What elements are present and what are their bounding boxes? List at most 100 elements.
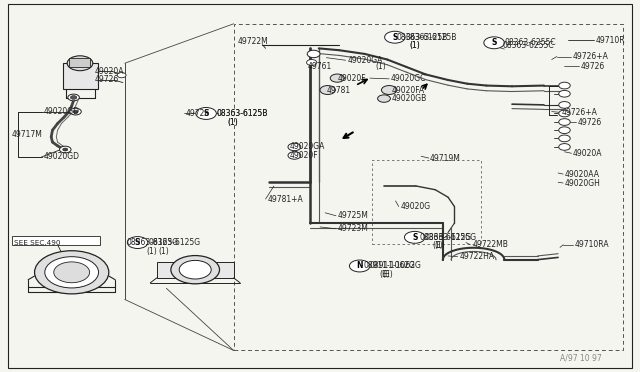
Bar — [12, 236, 100, 245]
Text: (1): (1) — [410, 41, 420, 50]
Text: SEE SEC.490: SEE SEC.490 — [14, 240, 61, 246]
Text: (1): (1) — [376, 62, 387, 71]
Text: 49020GA: 49020GA — [348, 56, 383, 65]
Circle shape — [73, 110, 78, 113]
Circle shape — [196, 108, 216, 119]
Text: 08363-6125G: 08363-6125G — [127, 238, 179, 247]
Circle shape — [385, 31, 405, 43]
Text: (1): (1) — [227, 118, 238, 126]
Circle shape — [171, 256, 220, 284]
Text: 49020GB: 49020GB — [392, 94, 427, 103]
Text: (1): (1) — [432, 241, 443, 250]
Circle shape — [559, 144, 570, 150]
Text: 49020AA: 49020AA — [564, 170, 600, 179]
Circle shape — [307, 60, 317, 65]
Circle shape — [70, 108, 81, 115]
Text: 49719M: 49719M — [430, 154, 461, 163]
Text: 49020GD: 49020GD — [44, 153, 79, 161]
Text: 08363-6125B: 08363-6125B — [216, 109, 268, 118]
Circle shape — [559, 82, 570, 89]
Text: 49726: 49726 — [577, 118, 602, 126]
Text: (1): (1) — [146, 247, 157, 256]
Text: 49020G: 49020G — [401, 202, 431, 211]
Text: 08363-6125B: 08363-6125B — [406, 33, 457, 42]
Circle shape — [378, 95, 390, 102]
Text: 49717M: 49717M — [12, 130, 42, 139]
Circle shape — [35, 251, 109, 294]
Text: 49020GC: 49020GC — [390, 74, 426, 83]
Text: 49710R: 49710R — [595, 36, 625, 45]
Text: S: S — [204, 109, 209, 118]
Text: (1): (1) — [434, 241, 445, 250]
Text: 49722HA: 49722HA — [460, 252, 495, 261]
Circle shape — [559, 110, 570, 117]
Text: S: S — [135, 238, 140, 247]
Circle shape — [60, 146, 71, 153]
Text: S: S — [492, 38, 497, 47]
Text: 49726: 49726 — [95, 76, 119, 84]
Text: 49722MB: 49722MB — [472, 240, 508, 249]
Circle shape — [179, 260, 211, 279]
Text: 08911-1062G: 08911-1062G — [364, 262, 415, 270]
Circle shape — [559, 127, 570, 134]
Text: 49710RA: 49710RA — [575, 240, 609, 249]
Circle shape — [45, 257, 99, 288]
Text: 49726: 49726 — [581, 62, 605, 71]
Text: 49726+A: 49726+A — [573, 52, 609, 61]
Text: 49020F: 49020F — [338, 74, 367, 83]
Text: 49020F: 49020F — [289, 151, 318, 160]
Text: 49020FA: 49020FA — [392, 86, 425, 94]
Circle shape — [288, 143, 301, 151]
Text: 49781: 49781 — [326, 86, 351, 94]
Text: 49725M: 49725M — [338, 211, 369, 220]
Circle shape — [320, 86, 335, 94]
Bar — [157, 262, 234, 278]
Text: (1): (1) — [159, 247, 170, 256]
Circle shape — [349, 260, 370, 272]
Circle shape — [559, 90, 570, 97]
Text: 08363-6125B: 08363-6125B — [397, 33, 448, 42]
Text: 08363-6125G: 08363-6125G — [425, 233, 477, 242]
Circle shape — [127, 237, 148, 248]
Text: (1): (1) — [227, 118, 238, 126]
Circle shape — [381, 86, 397, 94]
Circle shape — [288, 152, 301, 159]
Text: 49020GH: 49020GH — [564, 179, 600, 187]
Circle shape — [54, 262, 90, 283]
Text: A/97 10 97: A/97 10 97 — [560, 353, 602, 362]
Text: 08363-6125G: 08363-6125G — [148, 238, 200, 247]
Text: 49726+A: 49726+A — [562, 108, 598, 117]
Text: 08363-6255C: 08363-6255C — [502, 41, 554, 50]
Text: 49781+A: 49781+A — [268, 195, 303, 203]
Text: 49726: 49726 — [186, 109, 210, 118]
Circle shape — [117, 73, 126, 78]
Bar — [372, 160, 481, 244]
Text: 08363-6255C: 08363-6255C — [504, 38, 556, 47]
Bar — [63, 63, 98, 89]
Circle shape — [404, 231, 425, 243]
Text: 49020A: 49020A — [573, 149, 602, 158]
Text: 49020A: 49020A — [95, 67, 124, 76]
Circle shape — [484, 37, 504, 49]
Text: 08911-1062G: 08911-1062G — [370, 262, 422, 270]
Text: 49020GD: 49020GD — [44, 107, 79, 116]
Text: (1): (1) — [410, 41, 420, 50]
Bar — [234, 24, 623, 350]
Circle shape — [307, 50, 320, 58]
Circle shape — [559, 102, 570, 108]
Text: N: N — [356, 262, 363, 270]
Text: (E): (E) — [383, 270, 394, 279]
Text: S: S — [412, 233, 417, 242]
Text: (E): (E) — [379, 270, 390, 279]
Circle shape — [67, 56, 93, 71]
Bar — [69, 58, 90, 67]
Text: 49722M: 49722M — [238, 37, 269, 46]
Circle shape — [70, 96, 77, 99]
Text: 49723M: 49723M — [338, 224, 369, 233]
Text: 08363-6125B: 08363-6125B — [216, 109, 268, 118]
Text: 49020GA: 49020GA — [289, 142, 324, 151]
Circle shape — [559, 135, 570, 142]
Text: S: S — [392, 33, 397, 42]
Text: 08363-6125G: 08363-6125G — [419, 233, 471, 242]
Circle shape — [63, 148, 68, 151]
